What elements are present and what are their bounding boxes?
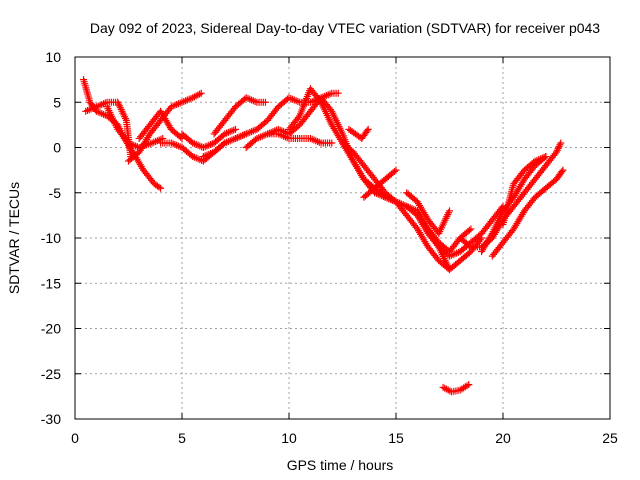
data-point (508, 227, 516, 235)
data-point (465, 242, 473, 250)
data-point (392, 166, 400, 174)
data-point (232, 125, 239, 133)
x-tick-label: 10 (281, 430, 297, 446)
x-axis-label: GPS time / hours (287, 457, 394, 473)
data-point (157, 184, 165, 192)
data-point (478, 234, 486, 242)
y-axis-ticks: -30 -25 -20 -15 -10 -5 0 5 10 (41, 49, 610, 427)
data-point (155, 183, 163, 191)
data-point (559, 166, 567, 174)
data-point (197, 89, 205, 97)
data-point (328, 139, 336, 147)
data-point (294, 114, 302, 122)
y-tick-label: 10 (45, 49, 61, 65)
x-tick-label: 20 (495, 430, 511, 446)
grid-lines (75, 57, 610, 419)
data-point (476, 236, 484, 244)
data-point (316, 97, 324, 105)
x-tick-label: 5 (178, 430, 186, 446)
x-tick-label: 25 (602, 430, 618, 446)
plot-frame (74, 56, 611, 420)
data-point (465, 381, 473, 389)
data-point (551, 150, 559, 158)
y-tick-label: -25 (41, 366, 61, 382)
x-axis-ticks: 0 5 10 15 20 25 (71, 57, 618, 446)
data-point (334, 89, 342, 97)
y-tick-label: -5 (49, 185, 62, 201)
chart-title: Day 092 of 2023, Sidereal Day-to-day VTE… (90, 20, 600, 36)
data-point (467, 225, 475, 233)
data-point (558, 168, 566, 176)
data-point (465, 226, 473, 234)
y-tick-label: 5 (53, 94, 61, 110)
data-point (364, 125, 372, 133)
data-points (80, 76, 567, 396)
data-point (390, 167, 398, 175)
y-tick-label: -30 (41, 411, 61, 427)
data-point (196, 90, 204, 98)
data-point (542, 153, 550, 161)
data-point (557, 139, 565, 147)
y-axis-label: SDTVAR / TECUs (6, 182, 22, 294)
y-tick-label: -20 (41, 321, 61, 337)
data-point (463, 382, 471, 390)
data-point (363, 127, 371, 135)
data-point (446, 207, 453, 215)
y-tick-label: -10 (41, 230, 61, 246)
y-tick-label: 0 (53, 140, 61, 156)
data-point (261, 98, 269, 106)
x-tick-label: 15 (388, 430, 404, 446)
x-tick-label: 0 (71, 430, 79, 446)
y-tick-label: -15 (41, 275, 61, 291)
data-point (412, 223, 420, 231)
